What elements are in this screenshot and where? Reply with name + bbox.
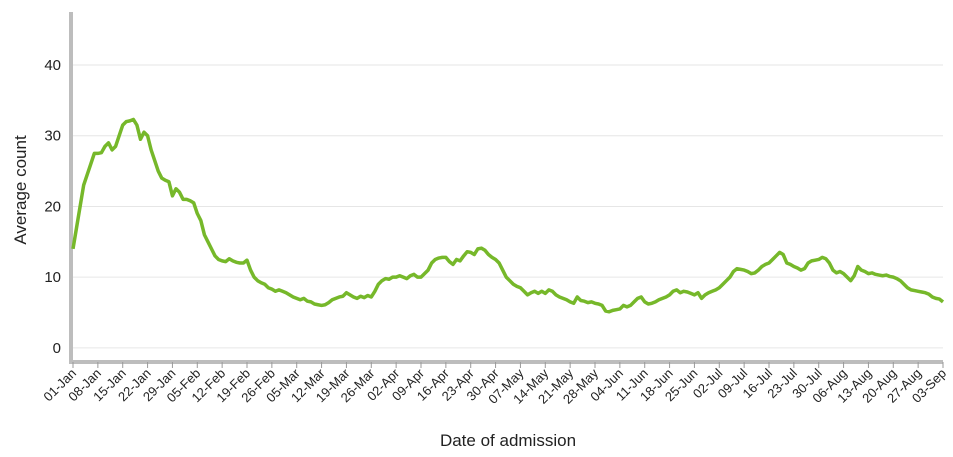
y-tick-label: 20 bbox=[44, 198, 61, 215]
y-tick-label: 0 bbox=[53, 340, 61, 357]
y-axis-title: Average count bbox=[11, 135, 30, 245]
y-tick-label: 40 bbox=[44, 57, 61, 74]
x-axis-title: Date of admission bbox=[440, 431, 576, 450]
y-tick-label: 10 bbox=[44, 269, 61, 286]
data-line bbox=[71, 117, 945, 314]
y-tick-label: 30 bbox=[44, 128, 61, 145]
